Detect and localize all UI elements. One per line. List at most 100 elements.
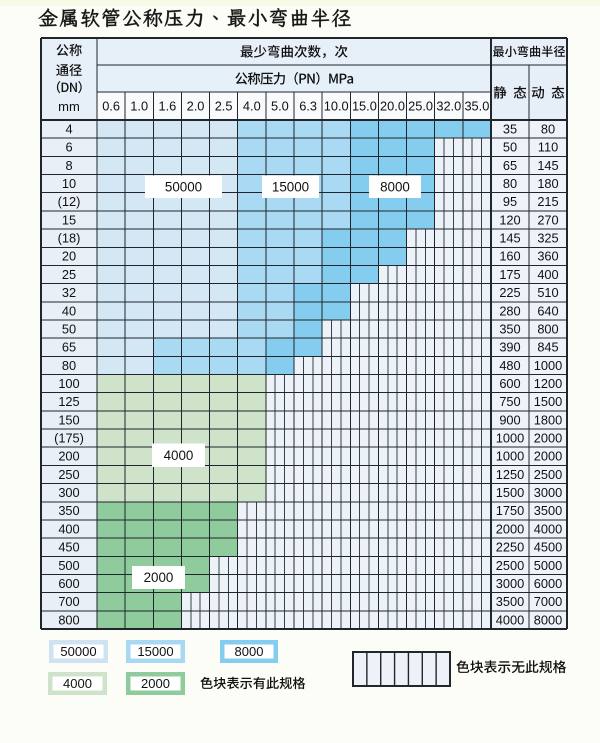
svg-text:270: 270 — [537, 212, 558, 227]
svg-text:1750: 1750 — [496, 503, 524, 518]
svg-text:350: 350 — [58, 503, 79, 518]
svg-text:2000: 2000 — [534, 431, 562, 446]
svg-text:25.0: 25.0 — [408, 99, 433, 114]
svg-text:1500: 1500 — [496, 485, 524, 500]
svg-text:750: 750 — [499, 394, 520, 409]
svg-text:8000: 8000 — [235, 644, 264, 659]
svg-text:15: 15 — [62, 212, 76, 227]
svg-text:175: 175 — [499, 267, 520, 282]
svg-text:390: 390 — [499, 340, 520, 355]
svg-text:280: 280 — [499, 303, 520, 318]
svg-text:35: 35 — [503, 122, 517, 137]
svg-text:2.5: 2.5 — [215, 99, 233, 114]
svg-text:(175): (175) — [54, 431, 84, 446]
svg-text:1200: 1200 — [534, 376, 562, 391]
svg-text:5.0: 5.0 — [271, 99, 289, 114]
svg-text:35.0: 35.0 — [464, 99, 489, 114]
svg-text:145: 145 — [537, 158, 558, 173]
svg-text:6: 6 — [65, 140, 72, 155]
svg-text:125: 125 — [58, 394, 79, 409]
svg-text:640: 640 — [537, 303, 558, 318]
svg-text:2.0: 2.0 — [187, 99, 205, 114]
svg-text:700: 700 — [58, 594, 79, 609]
svg-text:100: 100 — [58, 376, 79, 391]
svg-text:160: 160 — [499, 249, 520, 264]
svg-text:1500: 1500 — [534, 394, 562, 409]
svg-text:32.0: 32.0 — [436, 99, 461, 114]
svg-text:1800: 1800 — [534, 412, 562, 427]
svg-text:4000: 4000 — [534, 521, 562, 536]
svg-text:4: 4 — [65, 122, 72, 137]
svg-text:3000: 3000 — [496, 576, 524, 591]
svg-text:1000: 1000 — [496, 431, 524, 446]
svg-text:4000: 4000 — [63, 676, 92, 691]
svg-text:mm: mm — [58, 99, 80, 114]
svg-text:1.0: 1.0 — [130, 99, 148, 114]
svg-text:300: 300 — [58, 485, 79, 500]
svg-text:65: 65 — [503, 158, 517, 173]
svg-text:3500: 3500 — [534, 503, 562, 518]
svg-text:50: 50 — [503, 140, 517, 155]
svg-text:4500: 4500 — [534, 540, 562, 555]
svg-text:2500: 2500 — [534, 467, 562, 482]
svg-text:215: 215 — [537, 194, 558, 209]
svg-text:110: 110 — [538, 140, 558, 155]
svg-text:120: 120 — [499, 212, 520, 227]
svg-text:900: 900 — [499, 412, 520, 427]
svg-text:20: 20 — [62, 249, 76, 264]
svg-text:10.0: 10.0 — [324, 99, 349, 114]
svg-text:480: 480 — [499, 358, 520, 373]
svg-text:0.6: 0.6 — [102, 99, 120, 114]
svg-text:(18): (18) — [58, 231, 81, 246]
svg-text:4000: 4000 — [496, 612, 524, 627]
svg-text:1.6: 1.6 — [159, 99, 177, 114]
svg-text:450: 450 — [58, 540, 79, 555]
svg-text:2500: 2500 — [496, 558, 524, 573]
svg-text:2000: 2000 — [496, 521, 524, 536]
svg-text:65: 65 — [62, 340, 76, 355]
svg-text:800: 800 — [58, 612, 79, 627]
svg-text:50: 50 — [62, 322, 76, 337]
svg-text:8000: 8000 — [380, 179, 410, 194]
svg-text:2000: 2000 — [144, 570, 174, 585]
svg-text:5000: 5000 — [534, 558, 562, 573]
svg-text:150: 150 — [58, 412, 79, 427]
svg-text:2250: 2250 — [496, 540, 524, 555]
svg-text:200: 200 — [58, 449, 79, 464]
svg-text:15000: 15000 — [272, 179, 309, 194]
svg-text:2000: 2000 — [141, 676, 170, 691]
svg-text:350: 350 — [499, 322, 520, 337]
svg-text:32: 32 — [62, 285, 76, 300]
svg-text:2000: 2000 — [534, 449, 562, 464]
svg-text:510: 510 — [537, 285, 558, 300]
svg-text:180: 180 — [537, 176, 558, 191]
svg-text:3500: 3500 — [496, 594, 524, 609]
svg-text:845: 845 — [537, 340, 558, 355]
svg-text:500: 500 — [58, 558, 79, 573]
svg-text:95: 95 — [503, 194, 517, 209]
svg-text:(12): (12) — [58, 194, 81, 209]
svg-text:15000: 15000 — [137, 644, 173, 659]
svg-text:4.0: 4.0 — [243, 99, 261, 114]
svg-text:80: 80 — [541, 122, 555, 137]
svg-text:400: 400 — [58, 521, 79, 536]
svg-text:360: 360 — [537, 249, 558, 264]
svg-text:80: 80 — [62, 358, 76, 373]
svg-text:1250: 1250 — [496, 467, 524, 482]
svg-text:8: 8 — [65, 158, 72, 173]
svg-text:600: 600 — [499, 376, 520, 391]
svg-text:7000: 7000 — [534, 594, 562, 609]
svg-text:80: 80 — [503, 176, 517, 191]
svg-text:800: 800 — [537, 322, 558, 337]
svg-text:3000: 3000 — [534, 485, 562, 500]
svg-text:50000: 50000 — [60, 644, 96, 659]
svg-text:400: 400 — [537, 267, 558, 282]
svg-text:1000: 1000 — [534, 358, 562, 373]
svg-text:20.0: 20.0 — [380, 99, 405, 114]
svg-text:40: 40 — [62, 303, 76, 318]
svg-text:15.0: 15.0 — [352, 99, 377, 114]
svg-text:145: 145 — [499, 231, 520, 246]
svg-text:50000: 50000 — [165, 179, 202, 194]
svg-text:6.3: 6.3 — [299, 99, 317, 114]
svg-text:325: 325 — [537, 231, 558, 246]
